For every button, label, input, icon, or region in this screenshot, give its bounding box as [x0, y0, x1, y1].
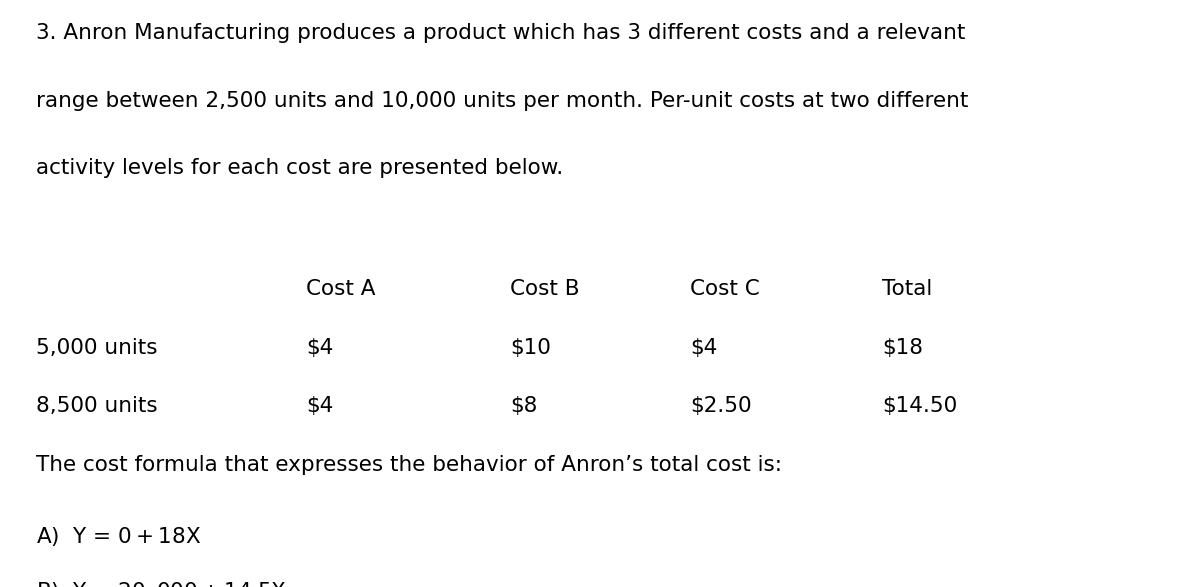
Text: $10: $10: [510, 338, 551, 357]
Text: B)  Y = $20,000 + $14.5X: B) Y = $20,000 + $14.5X: [36, 580, 287, 587]
Text: range between 2,500 units and 10,000 units per month. Per-unit costs at two diff: range between 2,500 units and 10,000 uni…: [36, 91, 968, 111]
Text: $4: $4: [306, 396, 334, 416]
Text: Cost B: Cost B: [510, 279, 580, 299]
Text: $18: $18: [882, 338, 923, 357]
Text: $14.50: $14.50: [882, 396, 958, 416]
Text: A)  Y = $0 + $18X: A) Y = $0 + $18X: [36, 525, 202, 548]
Text: $8: $8: [510, 396, 538, 416]
Text: Cost A: Cost A: [306, 279, 376, 299]
Text: Total: Total: [882, 279, 932, 299]
Text: 5,000 units: 5,000 units: [36, 338, 157, 357]
Text: $4: $4: [306, 338, 334, 357]
Text: activity levels for each cost are presented below.: activity levels for each cost are presen…: [36, 158, 563, 178]
Text: The cost formula that expresses the behavior of Anron’s total cost is:: The cost formula that expresses the beha…: [36, 455, 782, 475]
Text: Cost C: Cost C: [690, 279, 760, 299]
Text: $4: $4: [690, 338, 718, 357]
Text: 3. Anron Manufacturing produces a product which has 3 different costs and a rele: 3. Anron Manufacturing produces a produc…: [36, 23, 965, 43]
Text: $2.50: $2.50: [690, 396, 751, 416]
Text: 8,500 units: 8,500 units: [36, 396, 157, 416]
